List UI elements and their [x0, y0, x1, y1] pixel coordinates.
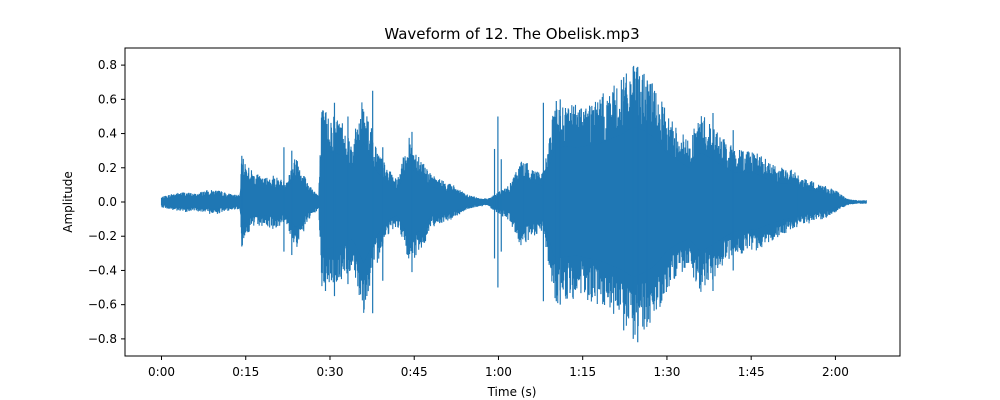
x-tick-label: 2:00 [822, 365, 849, 379]
x-tick-label: 0:45 [401, 365, 428, 379]
y-tick-label: 0.0 [98, 195, 117, 209]
y-axis: −0.8 −0.6 −0.4 −0.2 0.0 0.2 0.4 0.6 0.8 [88, 58, 125, 346]
y-axis-label: Amplitude [61, 171, 75, 233]
waveform-layer [160, 65, 867, 343]
x-tick-label: 1:00 [485, 365, 512, 379]
y-tick-label: −0.8 [88, 332, 117, 346]
waveform-core [161, 126, 867, 278]
plot-area [124, 47, 901, 357]
x-tick-label: 1:15 [569, 365, 596, 379]
x-tick-label: 1:30 [653, 365, 680, 379]
y-tick-label: −0.4 [88, 263, 117, 277]
x-tick-label: 0:30 [317, 365, 344, 379]
y-tick-label: 0.4 [98, 127, 117, 141]
y-tick-label: 0.2 [98, 161, 117, 175]
y-tick-label: 0.8 [98, 58, 117, 72]
y-tick-label: 0.6 [98, 92, 117, 106]
y-tick-label: −0.6 [88, 298, 117, 312]
chart-title: Waveform of 12. The Obelisk.mp3 [384, 25, 639, 43]
x-axis: 0:00 0:15 0:30 0:45 1:00 1:15 1:30 1:45 2:00 [148, 356, 849, 379]
y-tick-label: −0.2 [88, 229, 117, 243]
x-axis-label: Time (s) [487, 385, 537, 399]
x-tick-label: 0:15 [232, 365, 259, 379]
x-tick-label: 0:00 [148, 365, 175, 379]
x-tick-label: 1:45 [738, 365, 765, 379]
